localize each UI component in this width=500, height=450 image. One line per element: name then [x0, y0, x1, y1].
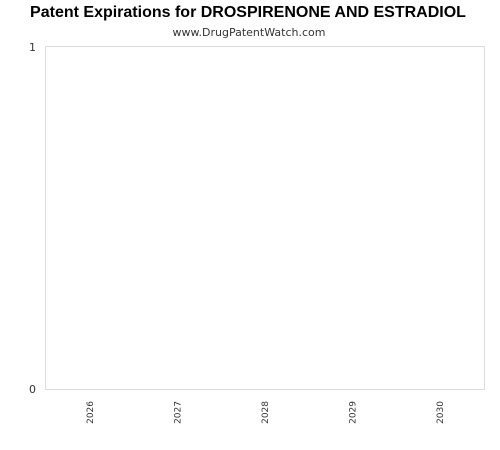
- y-tick-label: 1: [29, 41, 36, 54]
- plot-area: [45, 46, 485, 390]
- x-tick-label: 2028: [261, 401, 271, 424]
- x-tick-label: 2029: [349, 401, 359, 424]
- x-axis-ticks: 2026 2027 2028 2029 2030: [86, 401, 446, 424]
- x-tick-label: 2030: [436, 401, 446, 424]
- chart-subtitle: www.DrugPatentWatch.com: [173, 26, 326, 39]
- y-tick-label: 0: [29, 383, 36, 396]
- x-tick-label: 2027: [173, 401, 183, 424]
- y-axis-ticks: 01: [29, 41, 36, 396]
- chart-title: Patent Expirations for DROSPIRENONE AND …: [30, 4, 466, 21]
- x-tick-label: 2026: [86, 401, 96, 424]
